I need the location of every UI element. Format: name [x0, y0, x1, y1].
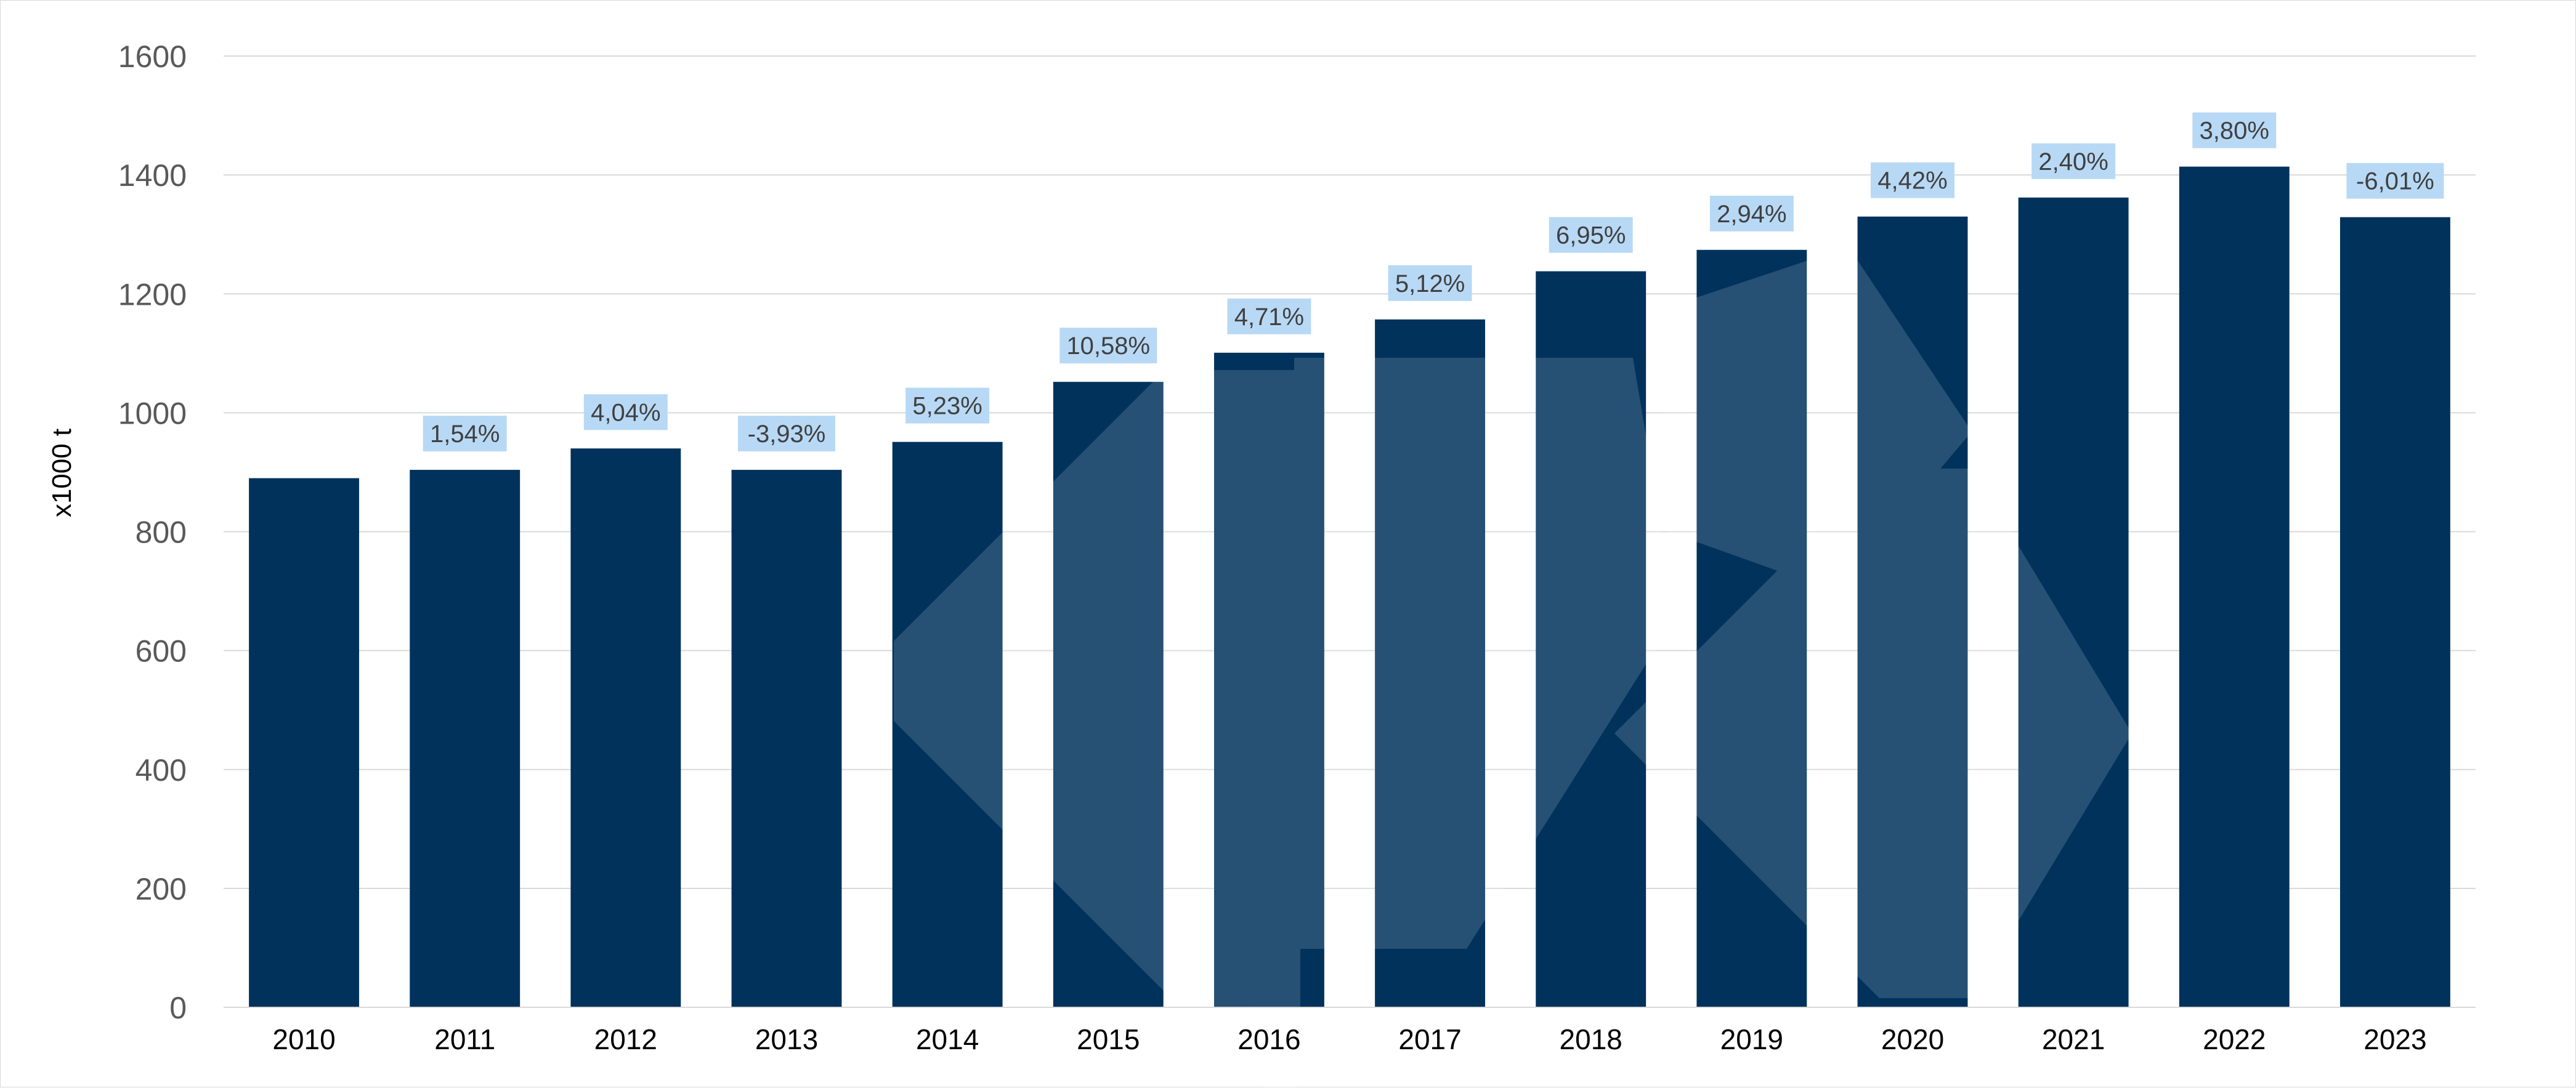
bar: [731, 470, 842, 1007]
x-tick-label: 2014: [916, 1023, 979, 1055]
bar: [2179, 166, 2290, 1008]
data-label-box: [1709, 195, 1794, 232]
bar: [410, 470, 520, 1007]
x-tick-label: 2012: [594, 1023, 657, 1055]
bar: [1536, 271, 1646, 1007]
x-tick-label: 2020: [1881, 1023, 1944, 1055]
x-tick-label: 2018: [1560, 1023, 1622, 1055]
data-label-box: [1871, 162, 1954, 198]
x-tick-label: 2016: [1237, 1023, 1300, 1055]
data-label-box: [423, 416, 507, 452]
bar: [1053, 382, 1164, 1007]
data-label-box: [1388, 265, 1472, 301]
x-tick-label: 2023: [2363, 1023, 2426, 1055]
watermark-chevron-tip: [1972, 469, 2132, 998]
watermark-chevron-right: [1614, 469, 1972, 998]
watermark-chevron-center: [1294, 358, 1676, 949]
data-label: -3,93%: [748, 421, 826, 448]
bar: [892, 441, 1003, 1007]
bars: [249, 166, 2450, 1008]
data-label-box: [2192, 112, 2277, 148]
data-labels: 1,54% 4,04% -3,93% 5,23% 10,58% 4,71% 5,12% 6,9…: [423, 112, 2444, 452]
data-label: 6,95%: [1556, 222, 1626, 249]
y-axis-ticks: 0 200 400 600 800 1000 1200 1400 1600: [118, 39, 187, 1025]
data-label: -6,01%: [2356, 168, 2434, 195]
watermark-chevron-upper: [1664, 247, 1972, 592]
data-label: 4,71%: [1234, 304, 1304, 331]
data-label: 2,40%: [2038, 148, 2108, 175]
data-label-box: [905, 387, 990, 424]
y-tick-label: 600: [136, 634, 187, 669]
y-tick-label: 1400: [118, 158, 187, 193]
x-tick-label: 2019: [1720, 1023, 1783, 1055]
y-tick-label: 0: [169, 991, 187, 1025]
x-tick-label: 2017: [1398, 1023, 1461, 1055]
data-label: 4,42%: [1877, 167, 1947, 195]
data-label: 1,54%: [430, 421, 500, 448]
x-tick-label: 2021: [2042, 1023, 2105, 1055]
y-axis-title: x1000 t: [47, 429, 77, 517]
y-tick-label: 1200: [118, 277, 187, 312]
y-tick-label: 400: [136, 753, 187, 788]
x-axis-ticks: 2010 2011 2012 2013 2014 2015 2016 2017 2018 2019…: [272, 1023, 2426, 1055]
data-label-box: [738, 416, 835, 452]
data-label: 5,12%: [1395, 270, 1465, 297]
data-label-box: [1227, 298, 1311, 334]
watermark-logo: [894, 247, 2132, 1088]
data-label: 3,80%: [2200, 118, 2269, 145]
data-label: 2,94%: [1717, 201, 1786, 228]
x-tick-label: 2010: [272, 1023, 335, 1055]
bar: [570, 448, 681, 1007]
bar: [249, 478, 360, 1007]
bar: [1375, 319, 1486, 1007]
data-label: 10,58%: [1066, 332, 1150, 360]
bar: [2018, 197, 2129, 1008]
x-tick-label: 2013: [755, 1023, 818, 1055]
bar: [2339, 217, 2450, 1008]
data-label: 5,23%: [912, 393, 982, 420]
bar: [1696, 249, 1807, 1008]
data-label-box: [583, 394, 668, 430]
x-tick-label: 2022: [2203, 1023, 2266, 1055]
watermark-chevron-left: [894, 370, 1300, 1088]
x-tick-label: 2011: [434, 1023, 495, 1055]
y-tick-label: 1600: [118, 39, 187, 74]
data-label-box: [1549, 217, 1633, 253]
bar: [1213, 352, 1324, 1007]
y-tick-label: 1000: [118, 396, 187, 430]
bar: [1857, 216, 1968, 1007]
y-tick-label: 200: [136, 872, 187, 906]
y-tick-label: 800: [136, 515, 187, 550]
data-label-box: [2031, 143, 2116, 179]
x-tick-label: 2015: [1077, 1023, 1140, 1055]
data-label: 4,04%: [591, 399, 660, 426]
data-label-box: [1059, 328, 1157, 364]
data-label-box: [2346, 163, 2444, 199]
